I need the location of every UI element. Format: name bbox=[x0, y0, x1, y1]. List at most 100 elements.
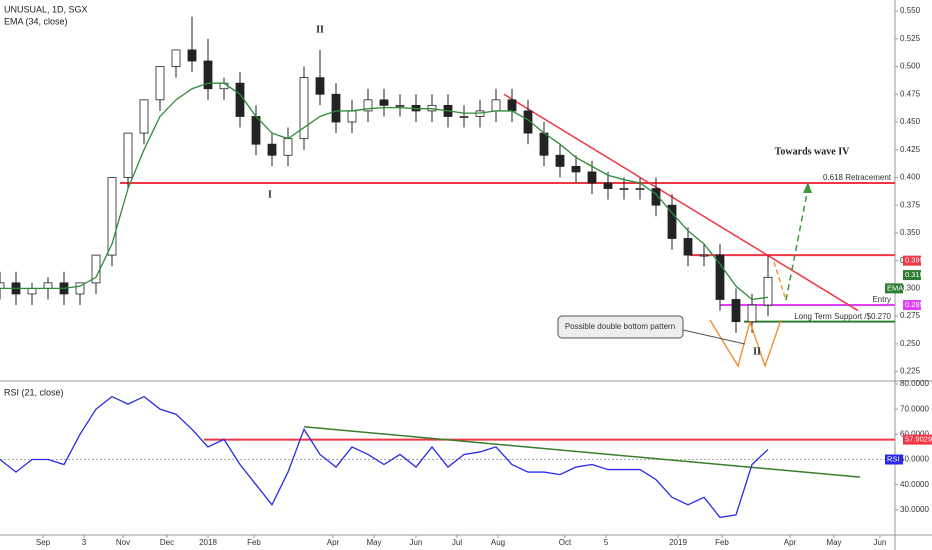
candle-body bbox=[667, 204, 677, 239]
candle-body bbox=[747, 304, 757, 323]
x-tick-label: Jun bbox=[410, 538, 423, 547]
candle-body bbox=[379, 99, 389, 106]
x-tick-label: Feb bbox=[715, 538, 729, 547]
x-tick-label: Sep bbox=[36, 538, 51, 547]
x-tick-label: May bbox=[826, 538, 841, 547]
y-tick-label: 50.0000 bbox=[900, 455, 929, 464]
y-tick-label: 0.500 bbox=[900, 62, 921, 71]
candle-body bbox=[267, 143, 277, 156]
y-tick-label: 0.300 bbox=[900, 283, 921, 292]
price-tag bbox=[885, 283, 903, 294]
x-tick-label: Oct bbox=[559, 538, 572, 547]
price-tag bbox=[903, 434, 932, 445]
y-tick-label: 0.475 bbox=[900, 89, 921, 98]
x-tick-label: 2018 bbox=[199, 538, 217, 547]
trendline bbox=[303, 426, 861, 478]
x-tick-label: 5 bbox=[604, 538, 609, 547]
y-tick-label: 80.0000 bbox=[900, 379, 929, 388]
y-tick-label: 0.525 bbox=[900, 34, 921, 43]
double-bottom-drawing bbox=[709, 319, 782, 368]
wave-label: II bbox=[316, 24, 324, 35]
series-line bbox=[0, 82, 769, 301]
series-line bbox=[0, 395, 769, 519]
candle-body bbox=[491, 99, 501, 112]
candle-body bbox=[139, 99, 149, 134]
callout-box bbox=[557, 315, 684, 339]
level-label: Entry bbox=[872, 295, 891, 304]
callout-pointer bbox=[682, 329, 746, 345]
candle-body bbox=[171, 49, 181, 67]
price-tag-label: 0.310 bbox=[905, 270, 924, 279]
candle-body bbox=[347, 110, 357, 123]
price-tag-label: RSI bbox=[887, 454, 900, 463]
chart-title: UNUSUAL, 1D, SGX bbox=[4, 4, 88, 14]
wave-label: I bbox=[268, 189, 272, 200]
candle-body bbox=[651, 188, 661, 206]
level-label: 0.618 Retracement bbox=[823, 173, 892, 182]
plot: Sep 3 Nov Dec 2018 Feb Apr May Jun Jul Aug Oct 5 2019… bbox=[0, 6, 932, 547]
candle-body bbox=[299, 77, 309, 140]
price-tag bbox=[885, 454, 903, 465]
candle-body bbox=[75, 282, 85, 295]
x-tick-label: Apr bbox=[327, 538, 340, 547]
candle-body bbox=[27, 287, 37, 295]
price-tag bbox=[903, 255, 921, 266]
candle-body bbox=[571, 165, 581, 173]
trendline bbox=[503, 93, 859, 312]
candle-body bbox=[107, 177, 117, 256]
y-tick-label: 40.0000 bbox=[900, 480, 929, 489]
candle-body bbox=[235, 82, 245, 117]
candle-body bbox=[251, 116, 261, 145]
price-tag bbox=[903, 270, 921, 281]
dashed-path bbox=[773, 261, 787, 301]
y-tick-label: 30.0000 bbox=[900, 505, 929, 514]
rsi-title: RSI (21, close) bbox=[4, 387, 64, 397]
level-label: Long Term Support /$0.270 bbox=[794, 312, 891, 321]
price-tag-label: EMA bbox=[887, 283, 903, 292]
y-tick-label: 0.425 bbox=[900, 145, 921, 154]
candle-body bbox=[155, 66, 165, 101]
candle-body bbox=[363, 99, 373, 112]
x-tick-label: Nov bbox=[116, 538, 130, 547]
candle-body bbox=[395, 104, 405, 107]
candle-body bbox=[603, 182, 613, 189]
price-tag-label: 0.395 bbox=[905, 256, 924, 265]
x-tick-label: Apr bbox=[784, 538, 797, 547]
price-tag bbox=[903, 300, 921, 311]
x-tick-label: 2019 bbox=[669, 538, 687, 547]
price-tag-label: 0.285 bbox=[905, 300, 924, 309]
candle-body bbox=[731, 299, 741, 323]
x-tick-label: Dec bbox=[160, 538, 174, 547]
y-tick-label: 70.0000 bbox=[900, 404, 929, 413]
candle-body bbox=[619, 188, 629, 190]
candle-body bbox=[715, 254, 725, 300]
y-tick-label: 0.400 bbox=[900, 173, 921, 182]
candle-body bbox=[555, 154, 565, 167]
y-tick-label: 0.250 bbox=[900, 339, 921, 348]
y-tick-label: 0.275 bbox=[900, 311, 921, 320]
candle-body bbox=[587, 171, 597, 184]
y-tick-label: 0.350 bbox=[900, 228, 921, 237]
candle-body bbox=[523, 110, 533, 134]
candle-body bbox=[219, 82, 229, 90]
candle-body bbox=[0, 282, 5, 289]
y-tick-label: 60.0000 bbox=[900, 429, 929, 438]
candle-body bbox=[635, 188, 645, 190]
callout-text: Possible double bottom pattern bbox=[565, 322, 675, 331]
candle-body bbox=[331, 93, 341, 123]
y-tick-label: 0.225 bbox=[900, 367, 921, 376]
candle-body bbox=[699, 254, 709, 257]
candle-body bbox=[459, 116, 469, 118]
x-tick-label: Jun bbox=[874, 538, 887, 547]
candle-body bbox=[203, 60, 213, 90]
candle-body bbox=[123, 132, 133, 178]
candle-body bbox=[763, 276, 773, 306]
y-tick-label: 0.375 bbox=[900, 200, 921, 209]
x-tick-label: Jul bbox=[452, 538, 462, 547]
y-tick-label: 0.550 bbox=[900, 6, 921, 15]
candle-body bbox=[683, 238, 693, 256]
indicator-label: EMA (34, close) bbox=[4, 16, 68, 26]
x-tick-label: May bbox=[366, 538, 381, 547]
